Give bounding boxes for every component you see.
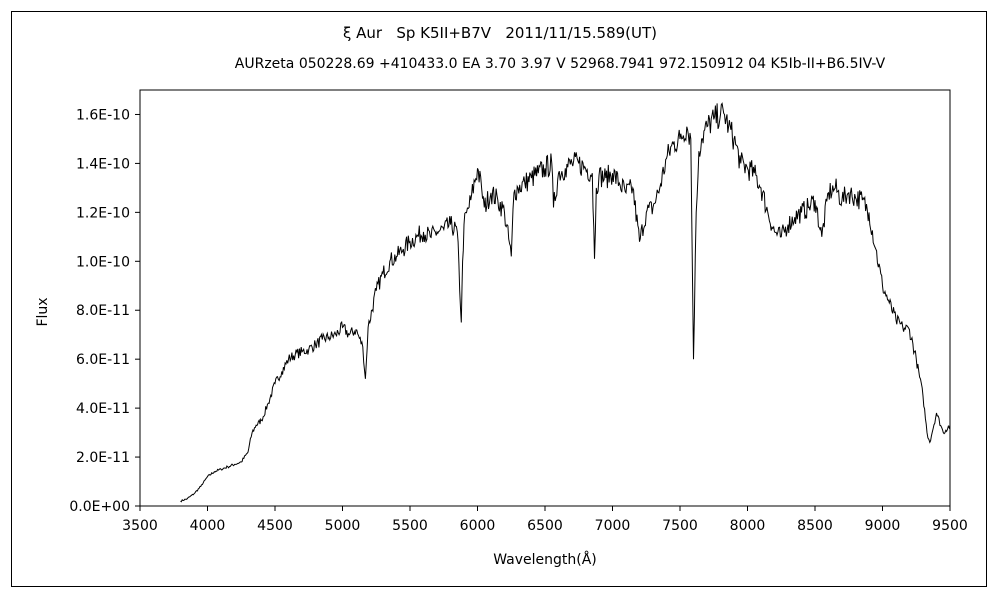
x-tick-label: 4500 — [257, 518, 293, 534]
y-tick-label: 4.0E-11 — [76, 401, 130, 417]
y-tick-label: 6.0E-11 — [76, 352, 130, 368]
y-tick-label: 1.0E-10 — [76, 254, 130, 270]
x-tick-label: 9000 — [865, 518, 901, 534]
y-tick-label: 1.4E-10 — [76, 156, 130, 172]
chart-title: ξ Aur Sp K5II+B7V 2011/11/15.589(UT) — [342, 24, 658, 42]
x-tick-label: 8500 — [797, 518, 833, 534]
x-tick-label: 7000 — [595, 518, 631, 534]
y-tick-label: 1.2E-10 — [76, 205, 130, 221]
y-axis-label: Flux — [35, 297, 51, 326]
x-tick-label: 5000 — [325, 518, 361, 534]
x-tick-label: 8000 — [730, 518, 766, 534]
spectrum-line — [180, 102, 951, 503]
y-tick-label: 0.0E+00 — [69, 499, 130, 515]
x-tick-label: 5500 — [392, 518, 428, 534]
x-axis-label: Wavelength(Å) — [493, 551, 597, 568]
y-axis: 0.0E+00 2.0E-11 4.0E-11 6.0E-11 8.0E-11 1.0E-… — [69, 107, 140, 515]
y-tick-label: 2.0E-11 — [76, 450, 130, 466]
x-tick-label: 4000 — [190, 518, 226, 534]
y-tick-label: 8.0E-11 — [76, 303, 130, 319]
x-tick-label: 3500 — [122, 518, 158, 534]
plot-area — [139, 89, 951, 507]
x-tick-label: 6000 — [460, 518, 496, 534]
x-tick-label: 9500 — [932, 518, 968, 534]
chart-frame — [11, 11, 987, 587]
x-axis: 3500 4000 4500 5000 5500 6000 6500 7000 7500 8000… — [122, 506, 968, 534]
x-tick-label: 6500 — [527, 518, 563, 534]
y-tick-label: 1.6E-10 — [76, 107, 130, 123]
chart-subtitle: AURzeta 050228.69 +410433.0 EA 3.70 3.97… — [234, 56, 886, 72]
x-tick-label: 7500 — [662, 518, 698, 534]
